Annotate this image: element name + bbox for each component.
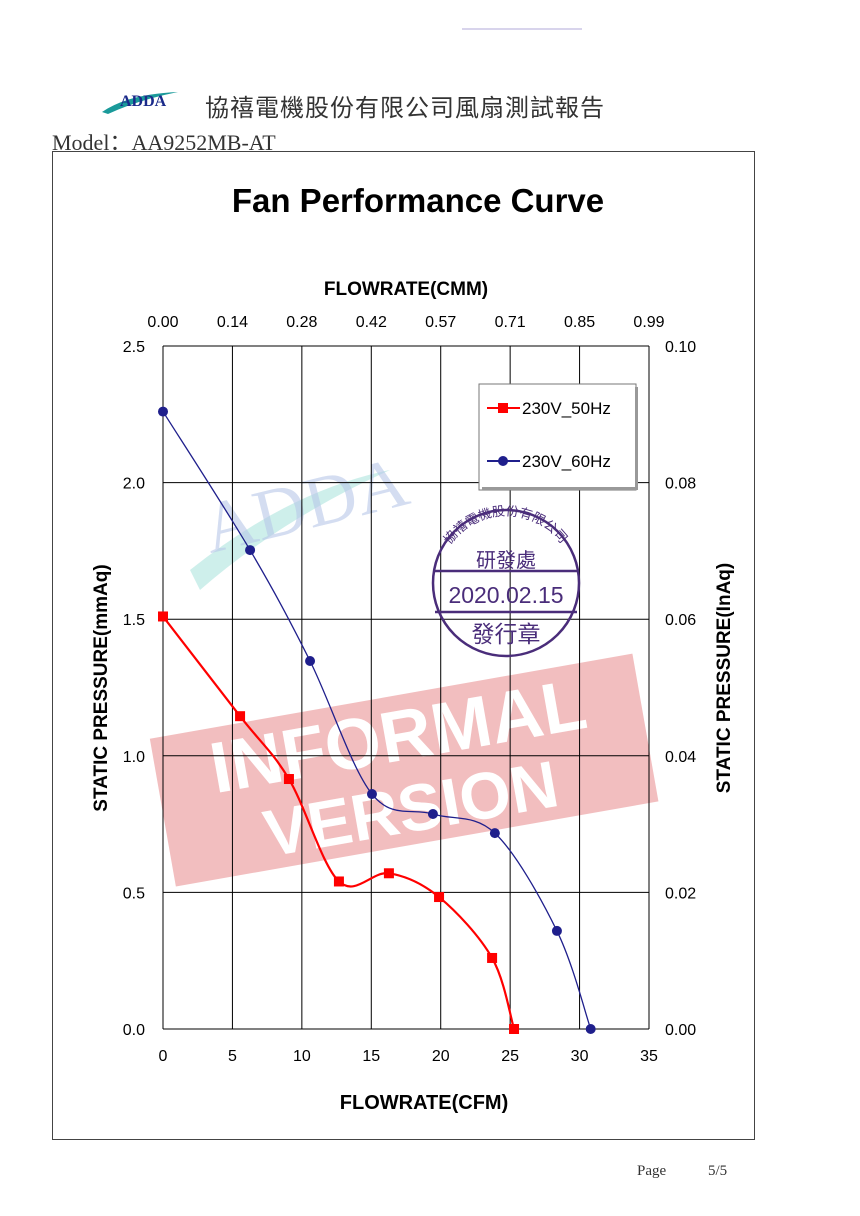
y2-tick-label: 0.04 (665, 749, 696, 766)
x2-tick-label: 0.28 (286, 314, 317, 331)
model-label: Model：AA9252MB-AT (52, 130, 276, 155)
chart-frame (52, 151, 755, 1140)
legend-marker (498, 456, 508, 466)
x-axis-label: FLOWRATE(CFM) (340, 1092, 508, 1114)
x-tick-label: 35 (640, 1048, 658, 1065)
data-point-230V_60Hz (585, 1024, 596, 1034)
stamp-department: 研發處 (476, 548, 536, 572)
y-axis-label: STATIC PRESSURE(mmAq) (91, 564, 112, 811)
x2-tick-label: 0.71 (495, 314, 526, 331)
chart-title: Fan Performance Curve (232, 182, 604, 219)
watermark-swoosh (190, 470, 390, 590)
x2-tick-label: 0.57 (425, 314, 456, 331)
tick-labels: 0 0.00 5 0.14 10 0.28 15 0.42 20 0.57 25 0.71 30 0.85… (123, 314, 696, 1065)
y-tick-label: 0.0 (123, 1022, 145, 1039)
data-point-230V_60Hz (245, 545, 256, 556)
y2-axis-label: STATIC PRESSURE(InAq) (714, 563, 735, 793)
header-mark (462, 28, 582, 30)
x2-tick-label: 0.85 (564, 314, 595, 331)
data-point-230V_60Hz (366, 789, 377, 800)
page-label: Page (637, 1163, 667, 1179)
page-number: 5/5 (708, 1163, 728, 1179)
watermark-logo: ADDA (195, 441, 416, 569)
x-tick-label: 30 (571, 1048, 589, 1065)
stamp-bottom: 發行章 (472, 622, 541, 648)
legend-box (478, 383, 637, 491)
x2-tick-label: 0.00 (147, 314, 178, 331)
data-point-230V_50Hz (509, 1024, 520, 1034)
data-point-230V_50Hz (434, 892, 445, 903)
x-tick-label: 25 (501, 1048, 519, 1065)
stamp: 協禧電機股份有限公司 研發處 2020.02.15 發行章 (431, 503, 581, 658)
adda-logo: ADDA (102, 92, 178, 114)
data-point-230V_50Hz (235, 711, 246, 722)
data-point-230V_60Hz (489, 828, 500, 839)
legend-marker (498, 403, 508, 413)
y2-tick-label: 0.02 (665, 885, 696, 902)
data-point-230V_50Hz (487, 952, 498, 963)
series-layer (158, 406, 596, 1034)
x2-tick-label: 0.99 (633, 314, 664, 331)
x-tick-label: 15 (362, 1048, 380, 1065)
legend-label: 230V_60Hz (522, 452, 611, 471)
x-tick-label: 5 (228, 1048, 237, 1065)
data-point-230V_50Hz (333, 876, 344, 887)
data-point-230V_60Hz (427, 808, 438, 819)
y2-tick-label: 0.06 (665, 612, 696, 629)
y2-tick-label: 0.10 (665, 339, 696, 356)
company-title: 協禧電機股份有限公司風扇測試報告 (205, 94, 605, 122)
data-point-230V_60Hz (305, 655, 316, 666)
data-point-230V_50Hz (283, 774, 294, 785)
stamp-date: 2020.02.15 (448, 582, 563, 608)
data-point-230V_60Hz (551, 925, 562, 936)
y-tick-label: 1.0 (123, 749, 145, 766)
x-tick-label: 0 (159, 1048, 168, 1065)
data-point-230V_50Hz (383, 868, 394, 879)
data-point-230V_60Hz (158, 406, 168, 417)
y-tick-label: 2.5 (123, 339, 145, 356)
x-tick-label: 20 (432, 1048, 450, 1065)
x-tick-label: 10 (293, 1048, 311, 1065)
data-point-230V_50Hz (158, 611, 168, 622)
legend: 230V_50Hz 230V_60Hz (478, 383, 638, 491)
x2-tick-label: 0.14 (217, 314, 248, 331)
x2-axis-label: FLOWRATE(CMM) (324, 279, 488, 300)
y-tick-label: 1.5 (123, 612, 145, 629)
x2-tick-label: 0.42 (356, 314, 387, 331)
y2-tick-label: 0.00 (665, 1022, 696, 1039)
y-tick-label: 2.0 (123, 476, 145, 493)
grid (162, 345, 650, 1030)
watermark: ADDA INFORMAL VERSION (149, 441, 659, 887)
legend-label: 230V_50Hz (522, 399, 611, 418)
informal-band: INFORMAL VERSION (149, 653, 659, 887)
y2-tick-label: 0.08 (665, 476, 696, 493)
logo-text: ADDA (120, 93, 167, 110)
stamp-circle (431, 508, 581, 658)
y-tick-label: 0.5 (123, 885, 145, 902)
